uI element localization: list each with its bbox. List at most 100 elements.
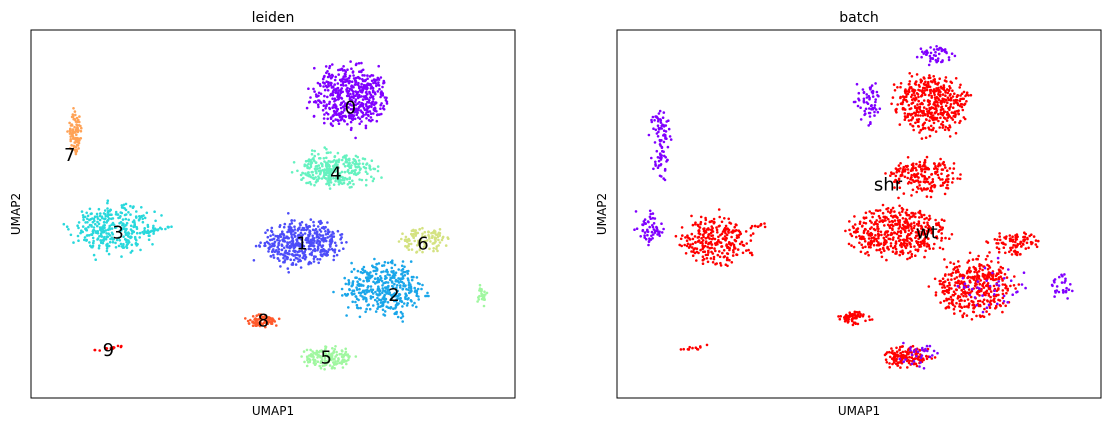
scatter-point-wt [684,236,687,239]
scatter-point-0 [364,103,368,106]
scatter-point-wt [949,97,953,100]
scatter-point-wt [981,274,985,278]
scatter-point-shr [642,220,646,223]
scatter-point-1 [312,224,316,227]
scatter-point-1 [304,223,308,227]
scatter-point-0 [368,99,371,102]
scatter-point-wt [901,106,905,110]
scatter-point-wt [894,108,897,112]
scatter-point-1 [266,228,269,232]
scatter-point-1 [333,250,337,254]
scatter-point-wt [864,216,868,219]
scatter-point-wt [877,233,880,236]
scatter-point-2 [381,291,384,295]
scatter-point-2 [351,293,354,296]
scatter-point-7 [78,120,81,124]
scatter-point-wt [870,212,873,215]
scatter-point-wt [697,235,701,239]
scatter-point-wt [979,304,982,308]
scatter-point-shr [1060,273,1063,277]
scatter-point-1 [326,236,330,239]
scatter-point-2 [386,288,390,292]
scatter-point-0 [337,73,341,76]
scatter-point-1 [287,236,291,240]
scatter-point-wt [684,252,688,255]
scatter-point-1 [312,255,316,258]
scatter-point-shr [997,280,1000,283]
scatter-point-shr [932,48,936,51]
scatter-point-wt [954,131,958,135]
scatter-point-2 [374,266,377,269]
scatter-point-2 [369,295,373,298]
scatter-point-1 [332,254,336,258]
scatter-point-3 [91,245,94,249]
scatter-point-wt [701,247,704,251]
scatter-point-wt [932,75,935,78]
scatter-point-4 [314,161,318,164]
scatter-point-1 [321,238,324,241]
scatter-point-wt [737,235,740,239]
scatter-point-wt [946,187,950,190]
scatter-point-1 [303,232,307,235]
scatter-point-wt [711,252,715,255]
scatter-point-0 [375,119,379,123]
scatter-point-0 [329,117,333,120]
scatter-point-wt [899,238,902,242]
scatter-point-wt [918,164,921,167]
scatter-point-0 [359,109,363,112]
scatter-point-3 [85,239,88,242]
scatter-point-2 [393,312,397,316]
scatter-point-4 [348,157,351,161]
scatter-point-wt [864,211,868,215]
scatter-point-wt [944,94,947,97]
scatter-point-0 [371,90,375,94]
scatter-point-wt [749,239,753,242]
scatter-point-shr [963,286,966,290]
scatter-point-wt [953,266,957,269]
scatter-point-shr [987,303,991,307]
scatter-point-shr [976,286,979,289]
scatter-point-shr [656,119,660,123]
scatter-point-0 [349,128,353,132]
scatter-point-2 [364,289,367,292]
scatter-point-3 [103,209,107,212]
scatter-point-wt [882,241,886,245]
scatter-point-3 [143,227,146,230]
scatter-point-3 [104,217,107,220]
scatter-point-1 [269,234,272,238]
scatter-point-8 [251,315,255,318]
scatter-point-4 [318,169,322,173]
scatter-point-wt [899,85,902,89]
scatter-point-0 [349,92,352,96]
scatter-point-4 [333,159,336,162]
scatter-point-shr [660,139,663,142]
scatter-point-shr [941,60,944,63]
scatter-point-wt [682,347,685,351]
scatter-point-0 [334,110,337,114]
scatter-point-shr [650,234,653,238]
scatter-point-shr [656,228,659,232]
scatter-point-4 [346,168,350,172]
scatter-point-4 [348,181,352,185]
scatter-point-0 [354,76,358,80]
scatter-point-0 [361,111,365,115]
scatter-point-shr [865,93,868,96]
scatter-point-3 [127,211,130,214]
scatter-point-6 [431,234,434,238]
scatter-point-3 [152,232,155,235]
scatter-point-wt [728,221,731,224]
scatter-point-wt [890,219,894,223]
scatter-point-5 [302,350,306,353]
scatter-point-wt [719,233,722,237]
scatter-point-wt [920,213,923,217]
scatter-point-wt [763,222,766,225]
scatter-point-1 [321,234,325,237]
scatter-point-2 [402,282,406,285]
scatter-point-wt [920,101,924,105]
scatter-point-6 [438,228,442,231]
scatter-point-wt [944,236,947,240]
scatter-point-wt [990,274,994,278]
scatter-point-wt [903,229,907,232]
